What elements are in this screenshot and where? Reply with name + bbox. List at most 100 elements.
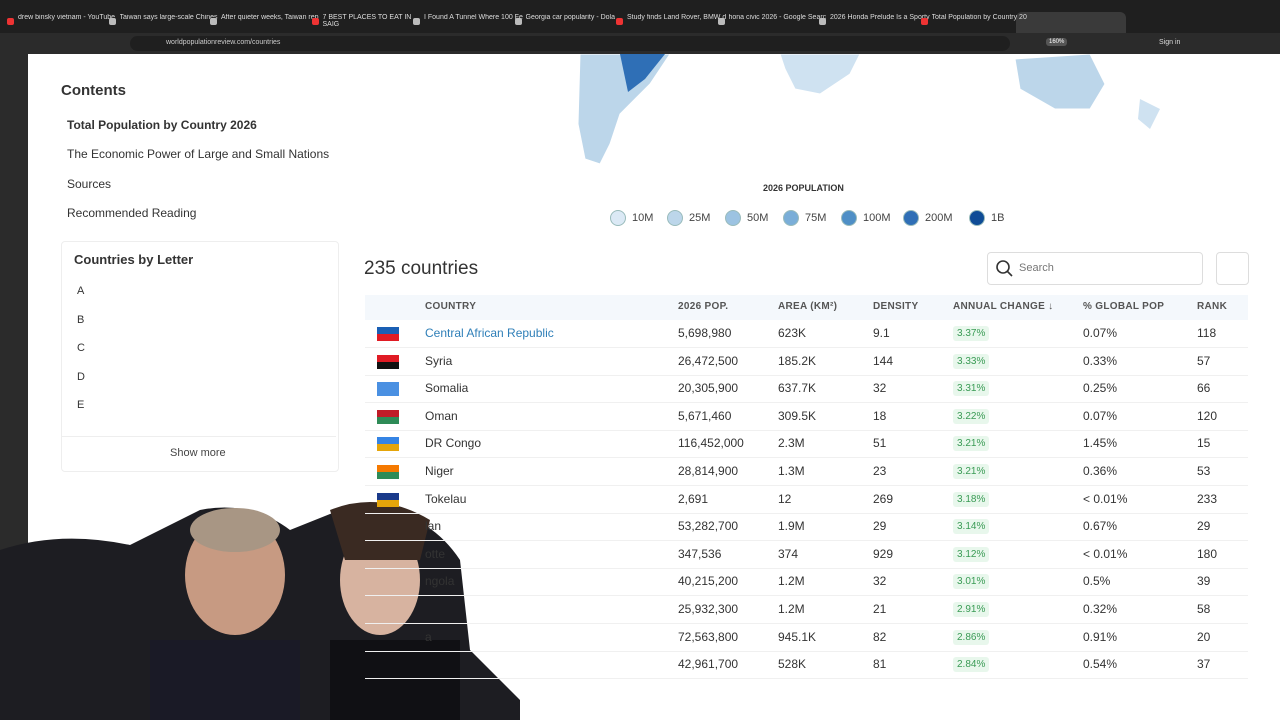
table-cell: < 0.01% xyxy=(1083,491,1128,506)
country-name[interactable]: Somalia xyxy=(425,381,469,396)
table-cell: 32 xyxy=(873,574,887,589)
row-divider xyxy=(365,374,1248,376)
row-divider xyxy=(365,595,1248,597)
table-cell: 185.2K xyxy=(778,353,817,368)
contents-link[interactable]: Recommended Reading xyxy=(67,206,197,221)
url: worldpopulationreview.com/countries xyxy=(166,39,281,46)
legend-swatch xyxy=(667,210,683,226)
legend-swatch xyxy=(903,210,919,226)
tab[interactable]: Georgia car popularity - Dola xyxy=(525,14,616,21)
country-name[interactable]: otte xyxy=(425,546,446,561)
tab-favicon xyxy=(108,18,116,25)
row-divider xyxy=(365,402,1248,404)
legend-label: 100M xyxy=(863,212,891,224)
column-header[interactable]: DENSITY xyxy=(873,301,919,312)
legend-label: 25M xyxy=(689,212,711,224)
letter-link[interactable]: E xyxy=(77,399,85,411)
table-cell: 1.2M xyxy=(778,602,805,616)
country-name[interactable]: Central African Republic xyxy=(425,326,554,340)
country-name[interactable]: Oman xyxy=(425,408,458,423)
show-more[interactable]: Show more xyxy=(170,447,226,459)
flag xyxy=(377,382,399,397)
legend-swatch xyxy=(841,210,857,226)
table-cell: 32 xyxy=(873,381,887,396)
url-box[interactable] xyxy=(130,36,1010,51)
table-cell: 347,536 xyxy=(678,546,722,561)
country-name[interactable]: lan xyxy=(425,519,442,534)
table-cell: 82 xyxy=(873,629,887,644)
tab[interactable]: I Found A Tunnel Where 100 Fe xyxy=(424,14,523,21)
column-header[interactable]: ANNUAL CHANGE ↓ xyxy=(953,301,1054,312)
tab[interactable]: drew binsky vietnam - YouTube xyxy=(18,14,116,21)
table-cell: 20 xyxy=(1197,629,1211,644)
country-name[interactable]: Syria xyxy=(425,353,453,368)
table-cell: 269 xyxy=(873,491,894,506)
active-tab-bg xyxy=(1016,12,1126,33)
table-cell: 623K xyxy=(778,326,807,340)
annual-change: 2.86% xyxy=(953,629,990,645)
column-header[interactable]: 2026 POP. xyxy=(678,301,729,312)
legend-label: 1B xyxy=(991,212,1005,224)
webcam-overlay xyxy=(0,502,520,720)
country-name[interactable]: Tokelau xyxy=(425,491,467,506)
row-divider xyxy=(365,623,1248,624)
flag xyxy=(377,437,399,452)
tab-favicon xyxy=(311,18,319,25)
tab[interactable]: 2026 Honda Prelude Is a Sporty xyxy=(830,14,930,21)
table-cell: 144 xyxy=(873,353,894,368)
letter-link[interactable]: C xyxy=(77,342,85,354)
search-icon xyxy=(996,260,1013,277)
country-name[interactable]: DR Congo xyxy=(425,436,482,451)
contents-link[interactable]: Total Population by Country 2026 xyxy=(67,118,257,132)
flag xyxy=(377,465,399,479)
column-header[interactable]: COUNTRY xyxy=(425,301,477,312)
sign-in[interactable]: Sign in xyxy=(1159,39,1181,46)
table-cell: 5,671,460 xyxy=(678,408,732,423)
legend-label: 200M xyxy=(925,212,953,224)
zoom[interactable]: 160% xyxy=(1046,38,1068,46)
column-header[interactable]: RANK xyxy=(1197,301,1228,312)
table-cell: 118 xyxy=(1197,326,1217,340)
tab[interactable]: 7 BEST PLACES TO EAT IN SAIG xyxy=(322,14,412,28)
table-cell: 0.32% xyxy=(1083,602,1118,616)
annual-change: 3.22% xyxy=(953,408,990,424)
legend-swatch xyxy=(610,210,626,226)
contents-link[interactable]: Sources xyxy=(67,176,112,191)
table-cell: 18 xyxy=(873,408,887,423)
legend-swatch xyxy=(783,210,799,226)
letter-link[interactable]: B xyxy=(77,313,85,326)
tab[interactable]: Total Population by Country 20 xyxy=(931,14,1027,21)
table-cell: 29 xyxy=(1197,519,1211,534)
annual-change: 3.12% xyxy=(953,546,990,562)
letter-link[interactable]: D xyxy=(77,370,85,383)
table-cell: 66 xyxy=(1197,381,1211,396)
table-cell: 29 xyxy=(873,519,887,534)
table-cell: 53 xyxy=(1197,464,1211,478)
tab-favicon xyxy=(413,18,420,25)
tab[interactable]: Taiwan says large-scale Chines xyxy=(119,14,218,21)
contents-link[interactable]: The Economic Power of Large and Small Na… xyxy=(67,147,330,162)
annual-change: 3.31% xyxy=(953,381,990,397)
letter-link[interactable]: A xyxy=(77,285,85,297)
legend-label: 10M xyxy=(632,212,654,224)
country-name[interactable]: a xyxy=(425,629,432,644)
table-cell: 57 xyxy=(1197,353,1211,368)
table-cell: 0.5% xyxy=(1083,574,1111,589)
column-header[interactable]: AREA (KM²) xyxy=(778,301,838,312)
tab[interactable]: After quieter weeks, Taiwan rep xyxy=(221,14,319,21)
annual-change: 3.14% xyxy=(953,519,990,535)
tab-favicon xyxy=(616,18,623,25)
table-cell: 9.1 xyxy=(873,326,890,340)
search-box[interactable] xyxy=(987,252,1203,285)
tab[interactable]: Study finds Land Rover, BMW d xyxy=(627,14,727,21)
row-divider xyxy=(365,347,1248,348)
table-cell: 637.7K xyxy=(778,381,817,396)
table-cell: 39 xyxy=(1197,574,1211,589)
column-header[interactable]: % GLOBAL POP xyxy=(1083,301,1165,312)
country-name[interactable]: Niger xyxy=(425,464,454,478)
annual-change: 2.91% xyxy=(953,602,990,617)
download-button[interactable] xyxy=(1216,252,1249,285)
tab[interactable]: hona civic 2026 - Google Searc xyxy=(728,14,827,21)
annual-change: 3.21% xyxy=(953,464,990,479)
country-name[interactable]: ngola xyxy=(425,574,455,589)
